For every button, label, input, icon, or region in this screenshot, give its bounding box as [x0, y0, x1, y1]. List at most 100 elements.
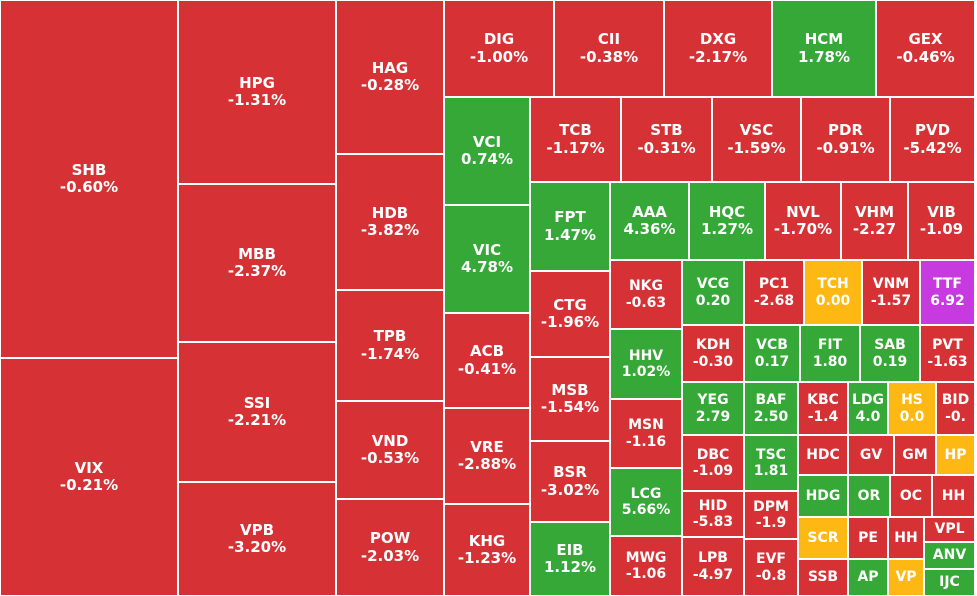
- tile-pc1[interactable]: PC1 -2.68: [744, 260, 804, 325]
- tile-symbol: VSC: [739, 121, 774, 140]
- tile-change: -0.41%: [457, 359, 517, 378]
- tile-hqc[interactable]: HQC 1.27%: [689, 182, 765, 260]
- tile-hh[interactable]: HH: [932, 475, 975, 517]
- tile-hid[interactable]: HID -5.83: [682, 491, 744, 537]
- tile-mwg[interactable]: MWG -1.06: [610, 536, 682, 596]
- tile-pow[interactable]: POW -2.03%: [336, 499, 444, 596]
- tile-symbol: SHB: [71, 160, 107, 179]
- tile-or[interactable]: OR: [848, 475, 890, 517]
- tile-hdg[interactable]: HDG: [798, 475, 848, 517]
- tile-sab[interactable]: SAB 0.19: [860, 325, 920, 382]
- tile-vnd[interactable]: VND -0.53%: [336, 401, 444, 499]
- tile-eib[interactable]: EIB 1.12%: [530, 522, 610, 596]
- tile-dbc[interactable]: DBC -1.09: [682, 435, 744, 491]
- tile-change: 6.92: [930, 292, 965, 309]
- tile-msn[interactable]: MSN -1.16: [610, 399, 682, 468]
- tile-baf[interactable]: BAF 2.50: [744, 382, 798, 435]
- tile-change: -1.9: [755, 515, 787, 531]
- tile-change: -2.21%: [227, 411, 287, 429]
- tile-nkg[interactable]: NKG -0.63: [610, 260, 682, 329]
- tile-ctg[interactable]: CTG -1.96%: [530, 271, 610, 357]
- tile-hh[interactable]: HH: [888, 517, 924, 559]
- tile-aaa[interactable]: AAA 4.36%: [610, 182, 689, 260]
- tile-shb[interactable]: SHB -0.60%: [0, 0, 178, 358]
- tile-symbol: KBC: [807, 392, 839, 409]
- tile-pe[interactable]: PE: [848, 517, 888, 559]
- tile-pdr[interactable]: PDR -0.91%: [801, 97, 890, 182]
- tile-tcb[interactable]: TCB -1.17%: [530, 97, 621, 182]
- tile-scr[interactable]: SCR: [798, 517, 848, 559]
- tile-hdb[interactable]: HDB -3.82%: [336, 154, 444, 290]
- tile-symbol: VHM: [854, 202, 895, 221]
- tile-change: -1.09: [692, 463, 734, 479]
- tile-vhm[interactable]: VHM -2.27: [841, 182, 908, 260]
- tile-symbol: HHV: [628, 347, 664, 364]
- tile-symbol: IJC: [939, 574, 960, 591]
- tile-bsr[interactable]: BSR -3.02%: [530, 441, 610, 522]
- tile-vci[interactable]: VCI 0.74%: [444, 97, 530, 205]
- tile-vcg[interactable]: VCG 0.20: [682, 260, 744, 325]
- tile-fpt[interactable]: FPT 1.47%: [530, 182, 610, 271]
- tile-vsc[interactable]: VSC -1.59%: [712, 97, 801, 182]
- tile-acb[interactable]: ACB -0.41%: [444, 313, 530, 408]
- tile-lcg[interactable]: LCG 5.66%: [610, 468, 682, 536]
- tile-tch[interactable]: TCH 0.00: [804, 260, 862, 325]
- tile-vib[interactable]: VIB -1.09: [908, 182, 975, 260]
- tile-ssb[interactable]: SSB: [798, 559, 848, 596]
- tile-symbol: EVF: [756, 551, 786, 568]
- tile-symbol: SCR: [807, 529, 839, 546]
- tile-vp[interactable]: VP: [888, 559, 924, 596]
- tile-dpm[interactable]: DPM -1.9: [744, 491, 798, 539]
- tile-kbc[interactable]: KBC -1.4: [798, 382, 848, 435]
- tile-vre[interactable]: VRE -2.88%: [444, 408, 530, 504]
- tile-tsc[interactable]: TSC 1.81: [744, 435, 798, 491]
- tile-kdh[interactable]: KDH -0.30: [682, 325, 744, 382]
- tile-change: -1.16: [625, 433, 667, 450]
- tile-nvl[interactable]: NVL -1.70%: [765, 182, 841, 260]
- tile-pvd[interactable]: PVD -5.42%: [890, 97, 975, 182]
- tile-vpl[interactable]: VPL: [924, 517, 975, 542]
- tile-stb[interactable]: STB -0.31%: [621, 97, 712, 182]
- tile-ap[interactable]: AP: [848, 559, 888, 596]
- tile-hdc[interactable]: HDC: [798, 435, 848, 475]
- tile-change: 1.27%: [700, 220, 754, 238]
- tile-hs[interactable]: HS 0.0: [888, 382, 936, 435]
- tile-gv[interactable]: GV: [848, 435, 894, 475]
- tile-dig[interactable]: DIG -1.00%: [444, 0, 554, 97]
- tile-ldg[interactable]: LDG 4.0: [848, 382, 888, 435]
- tile-ijc[interactable]: IJC: [924, 569, 975, 596]
- tile-yeg[interactable]: YEG 2.79: [682, 382, 744, 435]
- tile-vpb[interactable]: VPB -3.20%: [178, 482, 336, 596]
- tile-tpb[interactable]: TPB -1.74%: [336, 290, 444, 401]
- tile-cii[interactable]: CII -0.38%: [554, 0, 664, 97]
- tile-pvt[interactable]: PVT -1.63: [920, 325, 975, 382]
- tile-change: -0.60%: [59, 178, 119, 196]
- tile-vcb[interactable]: VCB 0.17: [744, 325, 800, 382]
- tile-hcm[interactable]: HCM 1.78%: [772, 0, 876, 97]
- tile-symbol: HPG: [239, 73, 275, 92]
- tile-lpb[interactable]: LPB -4.97: [682, 537, 744, 596]
- tile-hpg[interactable]: HPG -1.31%: [178, 0, 336, 184]
- tile-change: 4.0: [855, 408, 881, 425]
- tile-hag[interactable]: HAG -0.28%: [336, 0, 444, 154]
- tile-gex[interactable]: GEX -0.46%: [876, 0, 975, 97]
- tile-gm[interactable]: GM: [894, 435, 936, 475]
- tile-mbb[interactable]: MBB -2.37%: [178, 184, 336, 342]
- tile-vnm[interactable]: VNM -1.57: [862, 260, 920, 325]
- tile-hp[interactable]: HP: [936, 435, 975, 475]
- tile-ttf[interactable]: TTF 6.92: [920, 260, 975, 325]
- tile-oc[interactable]: OC: [890, 475, 932, 517]
- tile-symbol: GEX: [908, 30, 943, 49]
- tile-hhv[interactable]: HHV 1.02%: [610, 329, 682, 399]
- tile-anv[interactable]: ANV: [924, 542, 975, 569]
- tile-msb[interactable]: MSB -1.54%: [530, 357, 610, 441]
- tile-vic[interactable]: VIC 4.78%: [444, 205, 530, 313]
- tile-fit[interactable]: FIT 1.80: [800, 325, 860, 382]
- tile-vix[interactable]: VIX -0.21%: [0, 358, 178, 596]
- tile-dxg[interactable]: DXG -2.17%: [664, 0, 772, 97]
- tile-evf[interactable]: EVF -0.8: [744, 539, 798, 596]
- tile-ssi[interactable]: SSI -2.21%: [178, 342, 336, 482]
- tile-bid[interactable]: BID -0.: [936, 382, 975, 435]
- tile-khg[interactable]: KHG -1.23%: [444, 504, 530, 596]
- tile-change: -1.63: [927, 353, 968, 370]
